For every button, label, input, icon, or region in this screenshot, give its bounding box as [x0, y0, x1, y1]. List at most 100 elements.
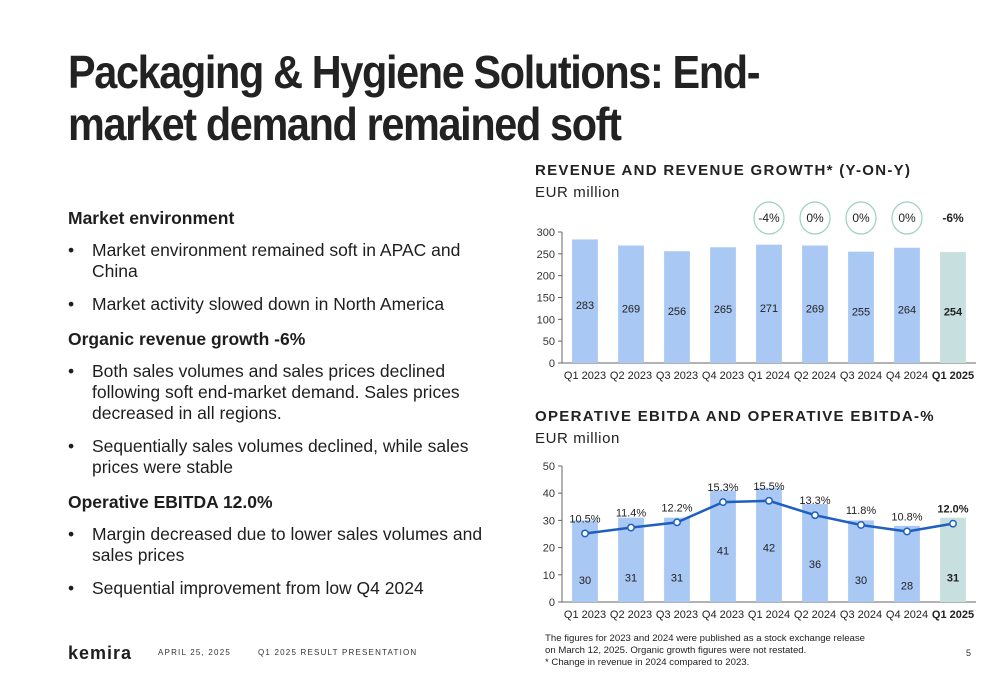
bullet-dot: • — [68, 361, 75, 381]
page-number: 5 — [966, 648, 972, 658]
bar-value-label: 30 — [855, 575, 867, 587]
x-tick-label: Q4 2023 — [702, 609, 744, 621]
section-market: Market environment • Market environment r… — [68, 208, 488, 315]
x-tick-label: Q3 2023 — [656, 370, 698, 382]
ebitda-margin-point — [627, 523, 635, 532]
ebitda-margin-point — [857, 521, 865, 529]
commentary-panel: Market environment • Market environment r… — [68, 208, 488, 613]
bar-value-label: 31 — [671, 573, 683, 585]
bar-value-label: 31 — [625, 573, 637, 585]
x-tick-label: Q4 2024 — [886, 609, 928, 621]
bar-value-label: 264 — [898, 304, 916, 316]
bar-value-label: 31 — [947, 573, 959, 585]
ebitda-chart-title: OPERATIVE EBITDA AND OPERATIVE EBITDA-% — [535, 408, 935, 425]
ebitda-chart-subtitle: EUR million — [535, 430, 620, 447]
ebitda-margin-point — [903, 527, 911, 536]
y-tick-label: 300 — [537, 227, 555, 239]
x-tick-label: Q1 2023 — [564, 370, 606, 382]
section-heading: Operative EBITDA 12.0% — [68, 492, 273, 512]
bullet-dot: • — [68, 436, 75, 456]
x-tick-label: Q2 2023 — [610, 370, 652, 382]
ebitda-margin-point — [949, 519, 957, 528]
bullet-item: • Sequentially sales volumes declined, wh… — [68, 436, 488, 478]
bar — [802, 504, 828, 602]
revenue-chart-title: REVENUE AND REVENUE GROWTH* (Y-ON-Y) — [535, 162, 912, 179]
bar — [664, 251, 690, 363]
bullet-item: • Both sales volumes and sales prices dec… — [68, 361, 488, 424]
bar — [572, 239, 598, 363]
growth-label: 0% — [852, 211, 870, 225]
bar — [894, 525, 920, 602]
x-tick-label: Q1 2023 — [564, 609, 606, 621]
ebitda-margin-label: 10.5% — [569, 513, 600, 525]
footnotes: The figures for 2023 and 2024 were publi… — [545, 633, 875, 669]
bar-value-label: 28 — [901, 581, 913, 593]
footnote-line: on March 12, 2025. Organic growth figure… — [545, 645, 807, 656]
bullet-dot: • — [68, 294, 75, 314]
bar-value-label: 269 — [806, 303, 824, 315]
bullet-list: • Both sales volumes and sales prices dec… — [68, 361, 488, 478]
x-tick-label: Q3 2024 — [840, 370, 882, 382]
ebitda-margin-point — [719, 498, 727, 507]
bar — [710, 490, 736, 602]
bullet-text: Market activity slowed down in North Ame… — [92, 294, 445, 314]
growth-circle — [891, 201, 923, 235]
growth-circle — [937, 201, 969, 235]
ebitda-margin-point — [581, 529, 589, 538]
ebitda-chart: 0 10 20 30 40 50 30 Q1 2023 31 Q2 2023 31 Q3 2023 41… — [543, 461, 976, 621]
bullet-list: • Market environment remained soft in APA… — [68, 240, 488, 315]
slide-title: Packaging & Hygiene Solutions: End-marke… — [68, 46, 760, 150]
ebitda-margin-label: 13.3% — [799, 495, 830, 507]
ebitda-margin-label: 11.8% — [846, 505, 877, 517]
bullet-list: • Margin decreased due to lower sales vol… — [68, 524, 488, 599]
growth-label: -6% — [942, 211, 964, 225]
x-tick-label: Q2 2024 — [794, 609, 836, 621]
footnote-line: * Change in revenue in 2024 compared to … — [545, 657, 750, 668]
bar — [940, 517, 966, 602]
bullet-item: • Market activity slowed down in North Am… — [68, 294, 488, 315]
bar-value-label: 269 — [622, 303, 640, 315]
x-tick-label: Q3 2024 — [840, 609, 882, 621]
x-tick-label: Q1 2024 — [748, 370, 790, 382]
growth-label: 0% — [806, 211, 824, 225]
section-heading: Market environment — [68, 208, 235, 228]
bar — [756, 244, 782, 363]
growth-circle — [799, 201, 831, 235]
bar — [802, 245, 828, 363]
bar-value-label: 256 — [668, 306, 686, 318]
ebitda-margin-point — [673, 518, 681, 527]
bar — [618, 517, 644, 602]
bar-value-label: 265 — [714, 304, 732, 316]
growth-circle — [845, 201, 877, 235]
bar-value-label: 255 — [852, 306, 870, 318]
y-tick-label: 0 — [549, 597, 555, 609]
bullet-dot: • — [68, 240, 75, 260]
y-tick-label: 40 — [543, 488, 555, 500]
bar — [664, 517, 690, 602]
section-organic-growth: Organic revenue growth -6% • Both sales v… — [68, 329, 488, 478]
bar-value-label: 283 — [576, 300, 594, 312]
growth-label: 0% — [898, 211, 916, 225]
ebitda-margin-point — [811, 511, 819, 520]
bar — [940, 252, 966, 363]
ebitda-margin-label: 11.4% — [616, 508, 647, 520]
bar — [848, 251, 874, 363]
y-tick-label: 50 — [543, 461, 555, 473]
bar — [848, 520, 874, 602]
ebitda-margin-label: 10.8% — [891, 511, 922, 523]
bar-value-label: 30 — [579, 575, 591, 587]
y-tick-label: 0 — [549, 358, 555, 370]
footnote-line: The figures for 2023 and 2024 were publi… — [545, 633, 865, 644]
y-tick-label: 30 — [543, 515, 555, 527]
bar — [618, 245, 644, 363]
x-tick-label: Q3 2023 — [656, 609, 698, 621]
x-tick-label: Q1 2025 — [932, 609, 974, 621]
x-tick-label: Q4 2024 — [886, 370, 928, 382]
footer-presentation-name: Q1 2025 RESULT PRESENTATION — [258, 648, 418, 657]
x-tick-label: Q1 2024 — [748, 609, 790, 621]
y-tick-label: 20 — [543, 543, 555, 555]
bullet-text: Both sales volumes and sales prices decl… — [92, 361, 460, 423]
bar-value-label: 41 — [717, 545, 729, 557]
bullet-text: Margin decreased due to lower sales volu… — [92, 524, 483, 565]
bar-value-label: 42 — [763, 543, 775, 555]
